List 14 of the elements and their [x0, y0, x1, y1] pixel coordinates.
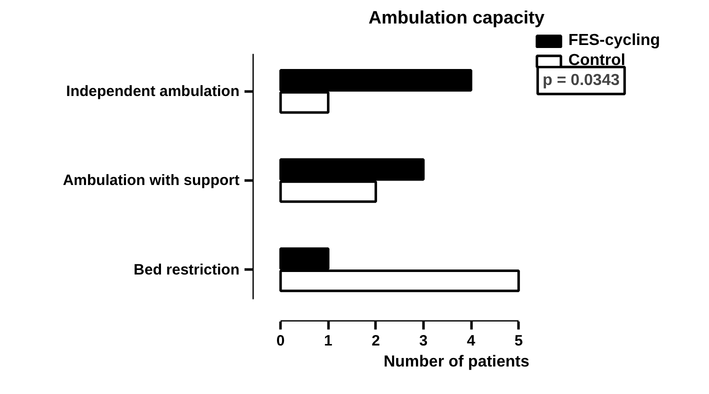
- legend-label: FES-cycling: [568, 32, 660, 50]
- legend-label: Control: [568, 52, 626, 70]
- chart-title: Ambulation capacity: [368, 8, 545, 28]
- x-tick-label: 1: [324, 332, 332, 350]
- text: p = 0.0343: [542, 72, 620, 90]
- x-tick-label: 4: [466, 332, 476, 350]
- y-tick-label: Ambulation with support: [62, 172, 240, 190]
- y-tick-label: Bed restriction: [134, 261, 240, 278]
- x-tick-label: 3: [419, 332, 428, 350]
- x-tick-label: 5: [514, 332, 523, 350]
- x-tick-label: 0: [276, 332, 285, 350]
- x-tick-label: 2: [372, 332, 380, 350]
- x-axis-title: Number of patients: [384, 354, 530, 370]
- y-tick-label: Independent ambulation: [66, 82, 240, 100]
